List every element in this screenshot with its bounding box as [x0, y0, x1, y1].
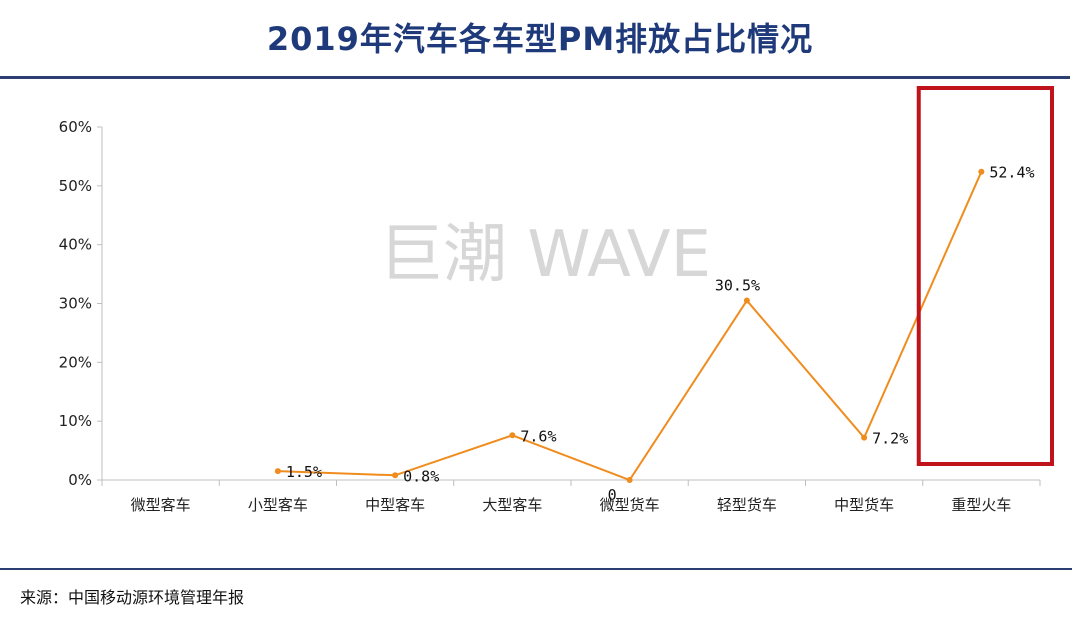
data-label: 30.5% — [715, 277, 760, 295]
y-tick-label: 30% — [59, 295, 92, 313]
watermark: 巨潮 WAVE — [379, 218, 711, 292]
y-tick-label: 40% — [59, 236, 92, 254]
data-point — [274, 468, 281, 475]
data-label: 7.6% — [520, 427, 556, 445]
y-tick-label: 20% — [59, 353, 92, 371]
x-tick-label: 重型火车 — [951, 496, 1011, 514]
data-label: 0 — [608, 486, 617, 504]
x-tick-label: 微型客车 — [131, 496, 191, 514]
x-tick-label: 中型客车 — [365, 496, 425, 514]
chart-axes: 0% 10% 20% 30% 40% 50% 60% 微型客车 小型客车 中型客车 大型客车 微型货车… — [59, 118, 1041, 514]
y-tick-label: 0% — [68, 471, 92, 489]
data-point — [626, 477, 633, 483]
y-tick-label: 10% — [59, 412, 92, 430]
source-note: 来源：中国移动源环境管理年报 — [20, 588, 245, 607]
data-label: 7.2% — [872, 430, 908, 448]
x-tick-label: 中型货车 — [834, 496, 894, 514]
data-point — [392, 472, 399, 479]
data-label: 0.8% — [403, 467, 439, 485]
data-point — [978, 168, 985, 175]
bottom-divider — [0, 568, 1072, 570]
y-tick-label: 50% — [59, 177, 92, 195]
x-tick-label: 轻型货车 — [717, 496, 777, 514]
data-point — [861, 434, 868, 441]
y-tick-label: 60% — [59, 118, 92, 136]
data-label: 52.4% — [989, 164, 1034, 182]
x-tick-label: 大型客车 — [482, 496, 542, 514]
data-point — [743, 297, 750, 304]
chart-title: 2019年汽车各车型PM排放占比情况 — [266, 20, 814, 58]
highlight-box — [916, 86, 1054, 466]
chart-data-labels: 1.5% 0.8% 7.6% 0 30.5% 7.2% 52.4% — [286, 164, 1035, 504]
x-tick-label: 小型客车 — [248, 496, 308, 514]
chart-series — [274, 168, 985, 483]
top-divider — [0, 76, 1070, 79]
x-tick-label: 微型货车 — [600, 496, 660, 514]
data-point — [509, 432, 516, 439]
data-label: 1.5% — [286, 463, 322, 481]
